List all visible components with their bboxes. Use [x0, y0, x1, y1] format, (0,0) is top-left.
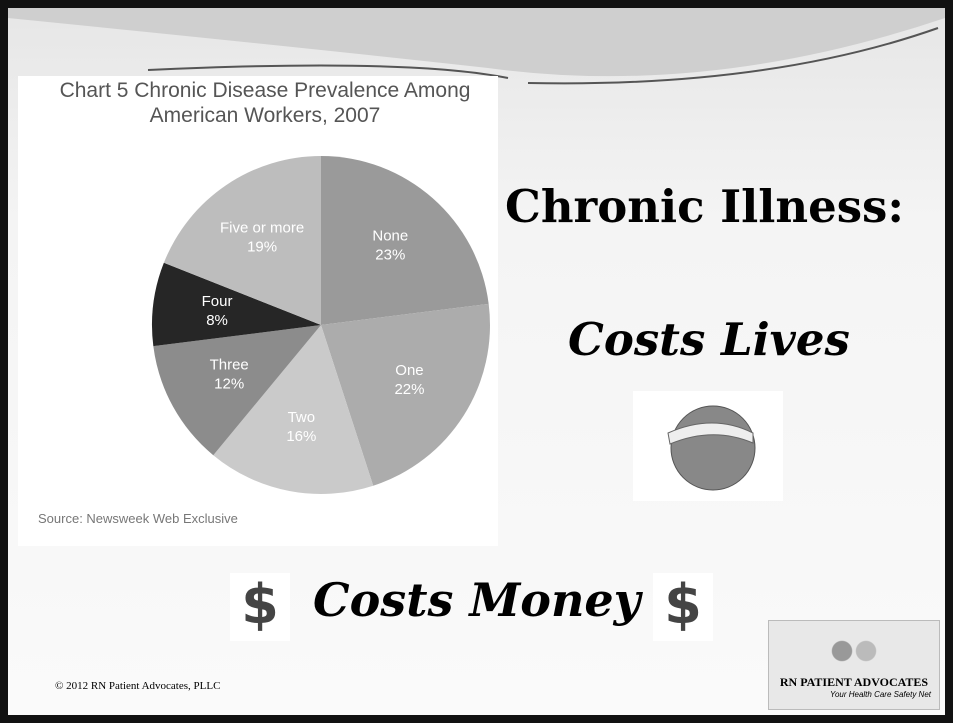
- slide: None 23% One 22% Two 16% Three 12% Four 8% Five or…: [0, 0, 953, 723]
- slice-value-label: 22%: [394, 381, 424, 398]
- slice-label: One: [395, 362, 423, 379]
- slice-value-label: 8%: [206, 312, 228, 329]
- slice-value-label: 19%: [247, 238, 277, 255]
- slice-value-label: 16%: [286, 428, 316, 445]
- logo-hearts: [824, 635, 884, 675]
- slice-label: Four: [202, 293, 233, 310]
- subheading: Costs Lives: [568, 313, 850, 366]
- money-text: Costs Money: [313, 573, 640, 627]
- slice-value-label: 12%: [214, 375, 244, 392]
- slice-label: Two: [288, 409, 316, 426]
- logo-name: RN PATIENT ADVOCATES: [769, 675, 939, 690]
- chart-source: Source: Newsweek Web Exclusive: [38, 511, 238, 526]
- emoji-face: [671, 406, 755, 490]
- slice-label: Five or more: [220, 219, 304, 236]
- chart-title: Chart 5 Chronic Disease Prevalence Among…: [30, 78, 500, 128]
- logo: RN PATIENT ADVOCATES Your Health Care Sa…: [768, 620, 940, 710]
- dollar-icon: $: [230, 573, 290, 641]
- dollar-icon: $: [653, 573, 713, 641]
- footer: © 2012 RN Patient Advocates, PLLC: [55, 680, 220, 692]
- decor-wave: [8, 8, 945, 76]
- slice-value-label: 23%: [375, 246, 405, 263]
- heading: Chronic Illness:: [505, 180, 904, 233]
- slice-label: Three: [210, 356, 249, 373]
- logo-tagline: Your Health Care Safety Net: [769, 690, 939, 699]
- slice-label: None: [372, 227, 408, 244]
